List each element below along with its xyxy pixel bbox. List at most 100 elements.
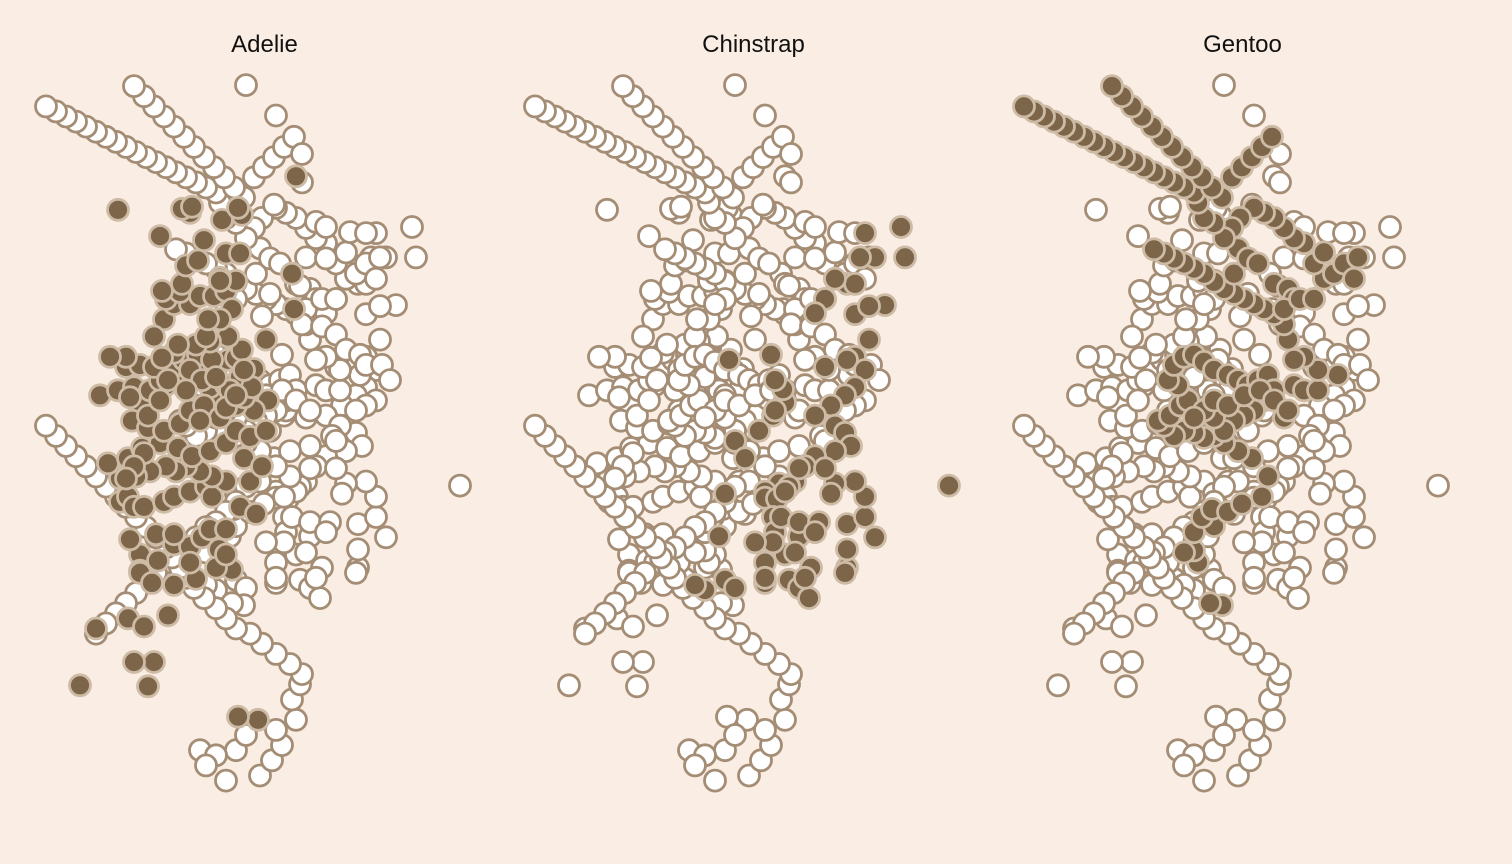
highlighted-point: [835, 537, 859, 562]
highlighted-point: [142, 650, 166, 674]
highlighted-point: [803, 520, 827, 545]
highlighted-point: [717, 347, 741, 372]
highlighted-point: [140, 571, 164, 595]
background-point: [1120, 650, 1144, 674]
highlighted-point: [162, 522, 186, 547]
background-point: [1302, 456, 1326, 481]
highlighted-point: [773, 479, 797, 504]
background-point: [779, 312, 803, 337]
background-point: [653, 237, 677, 262]
background-point: [1272, 540, 1296, 565]
background-point: [607, 385, 631, 410]
background-point: [298, 398, 322, 423]
background-point: [523, 413, 547, 438]
background-point: [290, 142, 314, 166]
background-point: [743, 327, 767, 352]
highlighted-point: [136, 674, 160, 699]
highlighted-point: [889, 215, 913, 239]
background-point: [723, 73, 747, 97]
background-point: [737, 763, 761, 788]
highlighted-point: [803, 403, 827, 428]
background-point: [1232, 530, 1256, 555]
highlighted-point: [122, 650, 146, 674]
background-point: [314, 246, 338, 271]
highlighted-point: [208, 268, 232, 293]
highlighted-point: [148, 224, 172, 249]
background-point: [1096, 385, 1120, 410]
background-point: [1292, 520, 1316, 545]
highlighted-point: [150, 345, 174, 370]
background-point: [248, 763, 272, 788]
highlighted-point: [214, 517, 238, 542]
highlighted-point: [783, 540, 807, 565]
highlighted-point: [683, 573, 707, 597]
background-point: [234, 73, 258, 97]
background-point: [783, 245, 807, 270]
background-point: [1084, 197, 1108, 222]
background-point: [1282, 565, 1306, 590]
highlighted-point: [226, 195, 250, 220]
background-point: [1242, 103, 1266, 128]
highlighted-point: [162, 573, 186, 597]
highlighted-point: [1346, 245, 1370, 270]
highlighted-point: [280, 261, 304, 286]
highlighted-point: [146, 548, 170, 573]
facet-title: Adelie: [231, 31, 298, 58]
highlighted-point: [96, 451, 120, 476]
background-point: [753, 718, 777, 742]
facet-title: Chinstrap: [702, 31, 805, 58]
highlighted-point: [142, 324, 166, 349]
highlighted-point: [763, 368, 787, 393]
highlighted-point: [1222, 261, 1246, 286]
highlighted-point: [250, 454, 274, 479]
highlighted-point: [156, 368, 180, 393]
background-point: [685, 307, 709, 332]
background-point: [1174, 307, 1198, 332]
highlighted-point: [118, 385, 142, 410]
background-point: [1332, 469, 1356, 494]
highlighted-point: [813, 456, 837, 481]
background-point: [1212, 723, 1236, 747]
background-point: [1324, 537, 1348, 562]
highlighted-point: [106, 197, 130, 222]
highlighted-point: [1342, 266, 1366, 291]
background-point: [757, 251, 781, 276]
background-point: [611, 74, 635, 98]
highlighted-point: [723, 428, 747, 453]
background-point: [1248, 342, 1272, 367]
highlighted-point: [246, 707, 270, 732]
highlighted-point: [132, 494, 156, 519]
background-point: [1046, 673, 1070, 698]
highlighted-point: [733, 446, 757, 471]
highlighted-point: [1256, 464, 1280, 489]
highlighted-point: [787, 456, 811, 481]
background-point: [254, 530, 278, 555]
background-point: [621, 614, 645, 639]
highlighted-point: [214, 542, 238, 567]
highlighted-point: [853, 221, 877, 246]
background-point: [733, 261, 757, 286]
background-point: [625, 674, 649, 699]
background-point: [1076, 344, 1100, 369]
highlighted-point: [1246, 251, 1270, 276]
background-point: [1212, 73, 1236, 97]
background-point: [1426, 473, 1450, 498]
background-point: [272, 484, 296, 509]
highlighted-point: [813, 354, 837, 379]
background-point: [1242, 565, 1266, 590]
background-point: [637, 388, 661, 413]
background-point: [284, 707, 308, 732]
background-point: [793, 347, 817, 372]
highlighted-point: [797, 586, 821, 610]
highlighted-point: [707, 524, 731, 549]
background-point: [637, 224, 661, 249]
background-point: [1322, 398, 1346, 423]
background-point: [1332, 221, 1356, 246]
background-point: [258, 281, 282, 306]
background-point: [368, 245, 392, 270]
highlighted-point: [833, 560, 857, 585]
background-point: [1192, 768, 1216, 793]
background-point: [1268, 170, 1292, 195]
highlighted-point: [148, 388, 172, 413]
highlighted-point: [848, 245, 872, 270]
